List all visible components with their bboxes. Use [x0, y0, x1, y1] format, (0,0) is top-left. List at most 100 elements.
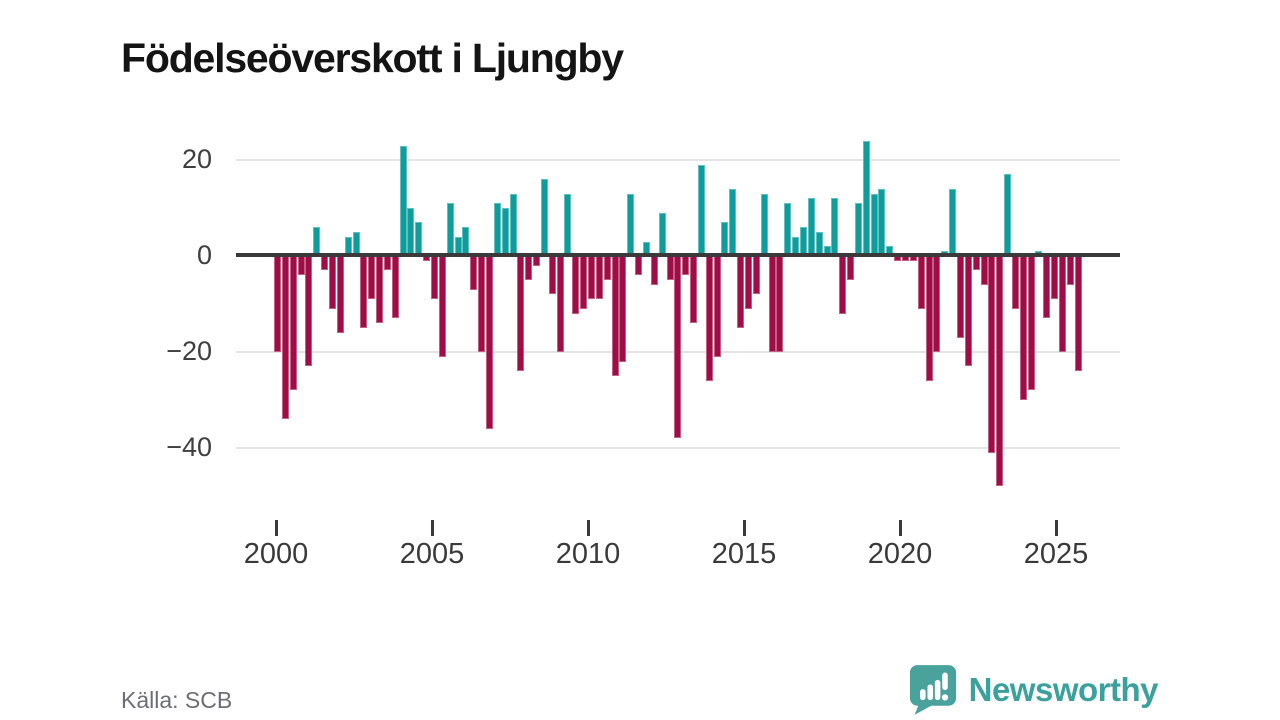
bar — [839, 256, 847, 314]
bar — [980, 256, 988, 285]
y-tick-label: −40 — [166, 432, 212, 462]
x-tick-mark — [1054, 520, 1058, 536]
bar — [925, 256, 933, 381]
y-tick-label: 0 — [196, 240, 212, 270]
bar — [289, 256, 297, 391]
x-tick-label: 2020 — [867, 538, 933, 570]
bar — [776, 256, 784, 352]
bar — [431, 256, 438, 300]
bar — [721, 222, 729, 256]
bar — [1011, 256, 1019, 309]
bar — [1051, 256, 1059, 300]
bar — [674, 256, 682, 439]
bar — [862, 140, 870, 256]
bar — [949, 188, 957, 256]
bar — [831, 198, 839, 256]
bar — [611, 256, 619, 376]
bar — [713, 256, 721, 357]
x-tick-label: 2000 — [243, 538, 309, 570]
bar — [1074, 256, 1082, 372]
bar — [470, 256, 478, 290]
bar — [493, 203, 501, 256]
bar — [274, 256, 281, 352]
bar — [564, 193, 572, 256]
bar — [768, 256, 776, 352]
bar — [321, 256, 329, 271]
bar — [517, 256, 525, 372]
newsworthy-logo-icon — [909, 664, 957, 716]
bar — [658, 212, 666, 256]
zero-axis-line — [236, 253, 1120, 257]
x-tick-label: 2005 — [399, 538, 465, 570]
bar — [485, 256, 493, 429]
brand-footer: Newsworthy — [909, 664, 1159, 716]
bar — [540, 179, 548, 256]
bar — [525, 256, 533, 280]
bar — [745, 256, 752, 309]
bar — [415, 222, 423, 256]
y-tick-label: −20 — [166, 336, 212, 366]
x-tick-label: 2025 — [1023, 538, 1089, 570]
bar — [697, 164, 705, 256]
x-tick-mark — [586, 520, 590, 536]
x-tick-mark — [430, 520, 434, 536]
bar — [603, 256, 611, 280]
bar — [1059, 256, 1066, 352]
bar — [572, 256, 580, 314]
bar — [580, 256, 588, 309]
bar — [1043, 256, 1051, 319]
bar — [705, 256, 713, 381]
bar — [737, 256, 745, 328]
bar — [933, 256, 941, 352]
bar — [1066, 256, 1074, 285]
bar — [313, 227, 321, 256]
x-tick-mark — [898, 520, 902, 536]
bar — [627, 193, 635, 256]
bar — [972, 256, 980, 271]
bar — [501, 208, 509, 256]
bar — [548, 256, 556, 295]
bar — [964, 256, 972, 367]
bar — [509, 193, 517, 256]
bar — [438, 256, 446, 357]
bar — [360, 256, 368, 328]
bar — [478, 256, 486, 352]
bar — [446, 203, 454, 256]
bar — [368, 256, 376, 300]
brand-wordmark: Newsworthy — [968, 671, 1159, 708]
bar — [407, 208, 415, 256]
gridline — [236, 159, 1120, 161]
bar — [376, 256, 384, 324]
x-tick-label: 2010 — [555, 538, 621, 570]
gridline — [236, 447, 1120, 449]
bar — [917, 256, 925, 309]
bar — [305, 256, 313, 367]
bar — [799, 227, 807, 256]
x-tick-label: 2015 — [711, 538, 777, 570]
bar — [1004, 174, 1012, 256]
bar — [556, 256, 564, 352]
x-tick-mark — [274, 520, 278, 536]
bar — [956, 256, 964, 338]
bar — [391, 256, 399, 319]
bar — [666, 256, 674, 280]
bar — [988, 256, 996, 453]
bar — [595, 256, 603, 300]
y-tick-label: 20 — [181, 144, 212, 174]
bar — [619, 256, 627, 362]
bar — [807, 198, 815, 256]
bar — [1027, 256, 1035, 391]
bar — [462, 227, 470, 256]
bar — [729, 188, 737, 256]
bar — [854, 203, 862, 256]
bar — [847, 256, 855, 280]
bar — [328, 256, 336, 309]
bar — [297, 256, 305, 276]
bar — [878, 188, 886, 256]
bar — [281, 256, 289, 420]
x-tick-mark — [742, 520, 746, 536]
bar — [635, 256, 643, 276]
source-note: Källa: SCB — [121, 687, 233, 713]
bar — [1019, 256, 1027, 400]
